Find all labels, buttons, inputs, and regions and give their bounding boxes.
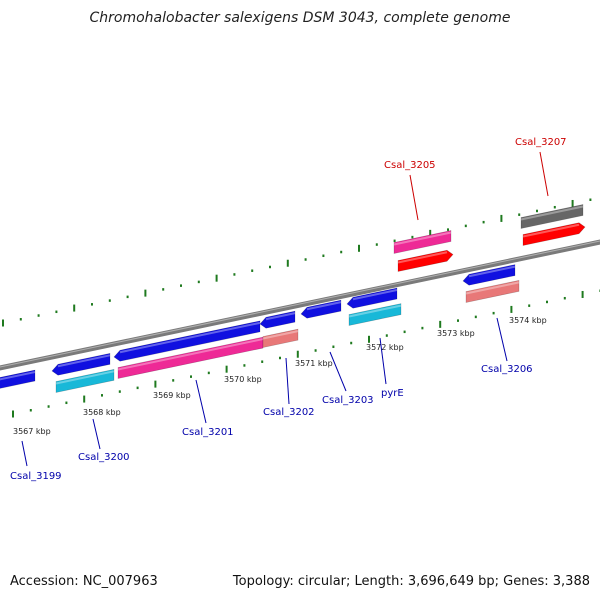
mrna-csal-3206-highlight [465, 281, 520, 295]
gene-label-csal-3203[interactable]: Csal_3203 [322, 395, 374, 406]
leader-csal-3202 [285, 357, 290, 405]
mrna-csal-3207-highlight [520, 205, 584, 221]
gene-label-csal-3199[interactable]: Csal_3199 [10, 471, 62, 482]
leader-csal-3205 [409, 174, 419, 221]
scale-label: 3568 kbp [83, 408, 121, 417]
scale-label: 3573 kbp [437, 329, 475, 338]
gene-csal-3202-highlight [265, 312, 296, 321]
mrna-csal-3202-highlight [262, 330, 299, 340]
mrna-pyre [348, 303, 402, 326]
gene-csal-3207-highlight [522, 223, 580, 238]
gene-label-csal-3202[interactable]: Csal_3202 [263, 407, 315, 418]
gene-features [0, 204, 586, 393]
mrna-csal-3205 [393, 230, 452, 254]
gene-csal-3206-highlight [468, 265, 516, 278]
leader-pyre [379, 337, 387, 385]
gene-csal-3203 [300, 299, 342, 319]
leader-csal-3201 [195, 379, 207, 424]
gene-label-csal-3207[interactable]: Csal_3207 [515, 137, 567, 148]
scale-label: 3574 kbp [509, 316, 547, 325]
scale-labels: 3567 kbp 3568 kbp 3569 kbp 3570 kbp 3571 kbp… [13, 316, 547, 436]
gene-csal-3207 [522, 222, 586, 246]
mrna-csal-3202 [262, 328, 299, 348]
gene-csal-3205-highlight [397, 251, 448, 264]
mrna-pyre-highlight [348, 304, 402, 318]
gene-csal-3199-highlight [0, 371, 36, 381]
scale-label: 3571 kbp [295, 359, 333, 368]
leader-csal-3199 [21, 440, 28, 467]
genome-summary-text: Topology: circular; Length: 3,696,649 bp… [232, 574, 590, 589]
gene-csal-3201 [113, 320, 261, 362]
gene-csal-3201-highlight [119, 321, 261, 354]
genome-backbone [0, 239, 600, 371]
accession-text: Accession: NC_007963 [10, 574, 158, 589]
mrna-csal-3205-highlight [393, 231, 452, 246]
gene-label-csal-3205[interactable]: Csal_3205 [384, 160, 436, 171]
gene-label-pyre[interactable]: pyrE [381, 388, 404, 399]
gene-pyre [346, 287, 398, 309]
mrna-csal-3200 [55, 368, 115, 393]
mrna-csal-3207 [520, 204, 584, 229]
gene-label-csal-3206[interactable]: Csal_3206 [481, 364, 533, 375]
map-title: Chromohalobacter salexigens DSM 3043, co… [89, 10, 511, 26]
upper-tick-track [2, 198, 592, 327]
scale-label: 3567 kbp [13, 427, 51, 436]
mrna-csal-3200-highlight [55, 370, 115, 385]
leader-csal-3207 [539, 151, 549, 197]
gene-csal-3203-highlight [306, 301, 342, 311]
leader-csal-3206 [496, 317, 508, 362]
gene-csal-3199 [0, 369, 36, 389]
gene-labels: Csal_3199 Csal_3200 Csal_3201 Csal_3202 … [10, 137, 567, 482]
gene-csal-3200 [51, 352, 111, 376]
gene-pyre-highlight [352, 289, 398, 301]
genome-backbone-highlight [0, 240, 600, 368]
leader-csal-3203 [329, 351, 347, 392]
leader-csal-3200 [92, 418, 101, 450]
mrna-csal-3206 [465, 280, 520, 303]
mrna-csal-3201 [117, 336, 264, 379]
gene-csal-3200-highlight [57, 354, 111, 368]
gene-label-csal-3201[interactable]: Csal_3201 [182, 427, 234, 438]
gene-csal-3202 [259, 310, 296, 329]
scale-label: 3569 kbp [153, 391, 191, 400]
lower-tick-track [12, 289, 600, 418]
scale-label: 3572 kbp [366, 343, 404, 352]
label-leader-lines [21, 151, 549, 467]
gene-label-csal-3200[interactable]: Csal_3200 [78, 452, 130, 463]
mrna-csal-3201-highlight [117, 338, 264, 371]
scale-label: 3570 kbp [224, 375, 262, 384]
gene-csal-3205 [397, 249, 454, 272]
gene-csal-3206 [462, 264, 516, 286]
